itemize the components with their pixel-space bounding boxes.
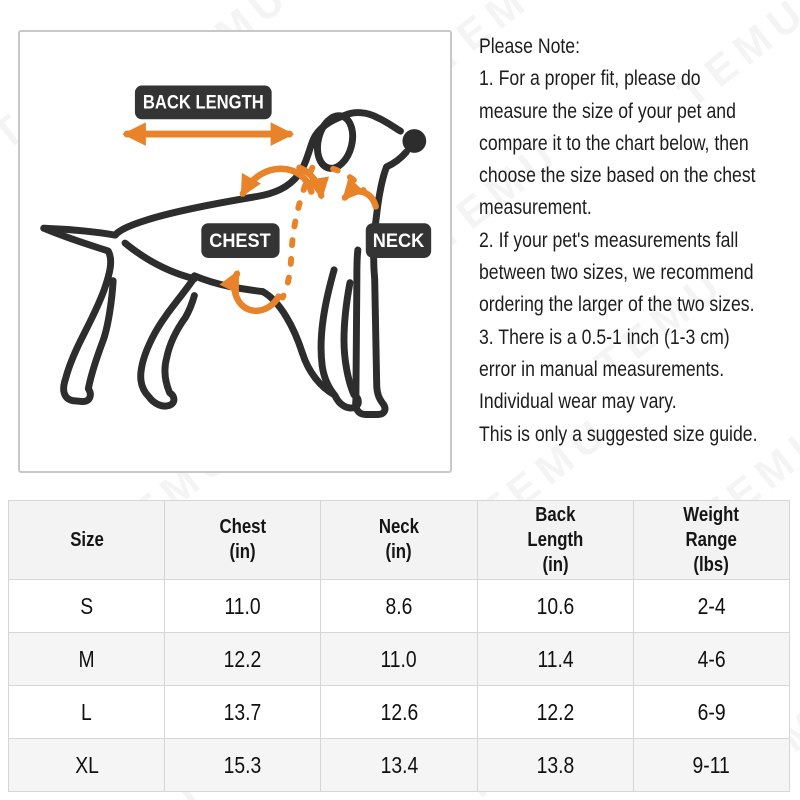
measurement-arrows xyxy=(122,122,379,314)
note-line: choose the size based on the chest xyxy=(479,164,756,188)
dog-body-outline xyxy=(40,109,410,418)
withers-arrow xyxy=(296,164,330,200)
back-length-cell: 12.2 xyxy=(476,685,634,739)
note-line: compare it to the chart below, then xyxy=(479,131,749,155)
chest-girth-dashed-line xyxy=(279,164,316,301)
size-chart-table: Size Chest (in) Neck (in) Back Length (in) … xyxy=(7,500,791,792)
table-row-xl: XL 15.3 13.4 13.8 9-11 xyxy=(7,738,791,792)
table-row-s: S 11.0 8.6 10.6 2-4 xyxy=(7,579,791,633)
weight-cell: 6-9 xyxy=(632,685,791,739)
please-note-text: Please Note: 1. For a proper fit, please… xyxy=(479,31,800,451)
back-length-label-bg xyxy=(134,85,272,120)
neck-label: NECK xyxy=(373,230,425,252)
chest-bottom-arrow xyxy=(219,269,282,314)
weight-cell: 9-11 xyxy=(632,738,791,792)
note-line: 3. There is a 0.5-1 inch (1-3 cm) xyxy=(479,325,730,349)
size-cell: L xyxy=(7,685,166,739)
note-line: measure the size of your pet and xyxy=(479,99,736,123)
note-line: error in manual measurements. xyxy=(479,357,725,381)
neck-cell: 11.0 xyxy=(320,632,478,686)
chest-label-bg xyxy=(201,223,280,258)
dog-nose xyxy=(402,129,427,153)
weight-cell: 4-6 xyxy=(632,632,791,686)
diagram-labels: BACK LENGTH CHEST NECK xyxy=(134,85,432,258)
note-line: between two sizes, we recommend xyxy=(479,261,754,285)
back-length-cell: 10.6 xyxy=(476,579,634,633)
note-line: measurement. xyxy=(479,196,592,220)
note-line: Please Note: xyxy=(479,35,581,58)
size-cell: M xyxy=(7,632,166,686)
back-length-label: BACK LENGTH xyxy=(143,91,264,113)
table-row-l: L 13.7 12.6 12.2 6-9 xyxy=(7,685,791,739)
size-cell: XL xyxy=(7,738,166,792)
weight-cell: 2-4 xyxy=(632,579,791,633)
note-line: ordering the larger of the two sizes. xyxy=(479,293,755,317)
chest-cell: 11.0 xyxy=(164,579,322,633)
dog-ear xyxy=(314,112,357,172)
back-length-cell: 11.4 xyxy=(476,632,634,686)
size-cell: S xyxy=(7,579,166,633)
dog-measurement-diagram: BACK LENGTH CHEST NECK xyxy=(18,30,452,473)
note-line: Individual wear may vary. xyxy=(479,390,677,414)
column-header-neck: Neck (in) xyxy=(320,500,478,580)
chest-cell: 13.7 xyxy=(164,685,322,739)
header-row: Size Chest (in) Neck (in) Back Length (in) … xyxy=(7,500,791,580)
note-line: 2. If your pet's measurements fall xyxy=(479,228,739,252)
neck-cell: 13.4 xyxy=(320,738,478,792)
column-header-back-length: Back Length (in) xyxy=(476,500,634,580)
column-header-weight-range: Weight Range (lbs) xyxy=(632,500,791,580)
neck-label-bg xyxy=(365,223,432,258)
neck-arrow xyxy=(341,177,379,210)
chest-cell: 12.2 xyxy=(164,632,322,686)
dog-outline-drawing: BACK LENGTH CHEST NECK xyxy=(40,85,432,418)
table-row-m: M 12.2 11.0 11.4 4-6 xyxy=(7,632,791,686)
neck-cell: 12.6 xyxy=(320,685,478,739)
neck-girth-dashed-line xyxy=(330,165,367,194)
neck-cell: 8.6 xyxy=(320,579,478,633)
chest-label: CHEST xyxy=(209,230,270,252)
column-header-size: Size xyxy=(7,500,166,580)
column-header-chest: Chest (in) xyxy=(164,500,322,580)
note-line: 1. For a proper fit, please do xyxy=(479,67,701,91)
note-line: This is only a suggested size guide. xyxy=(479,422,758,446)
back-length-cell: 13.8 xyxy=(476,738,634,792)
chest-cell: 15.3 xyxy=(164,738,322,792)
